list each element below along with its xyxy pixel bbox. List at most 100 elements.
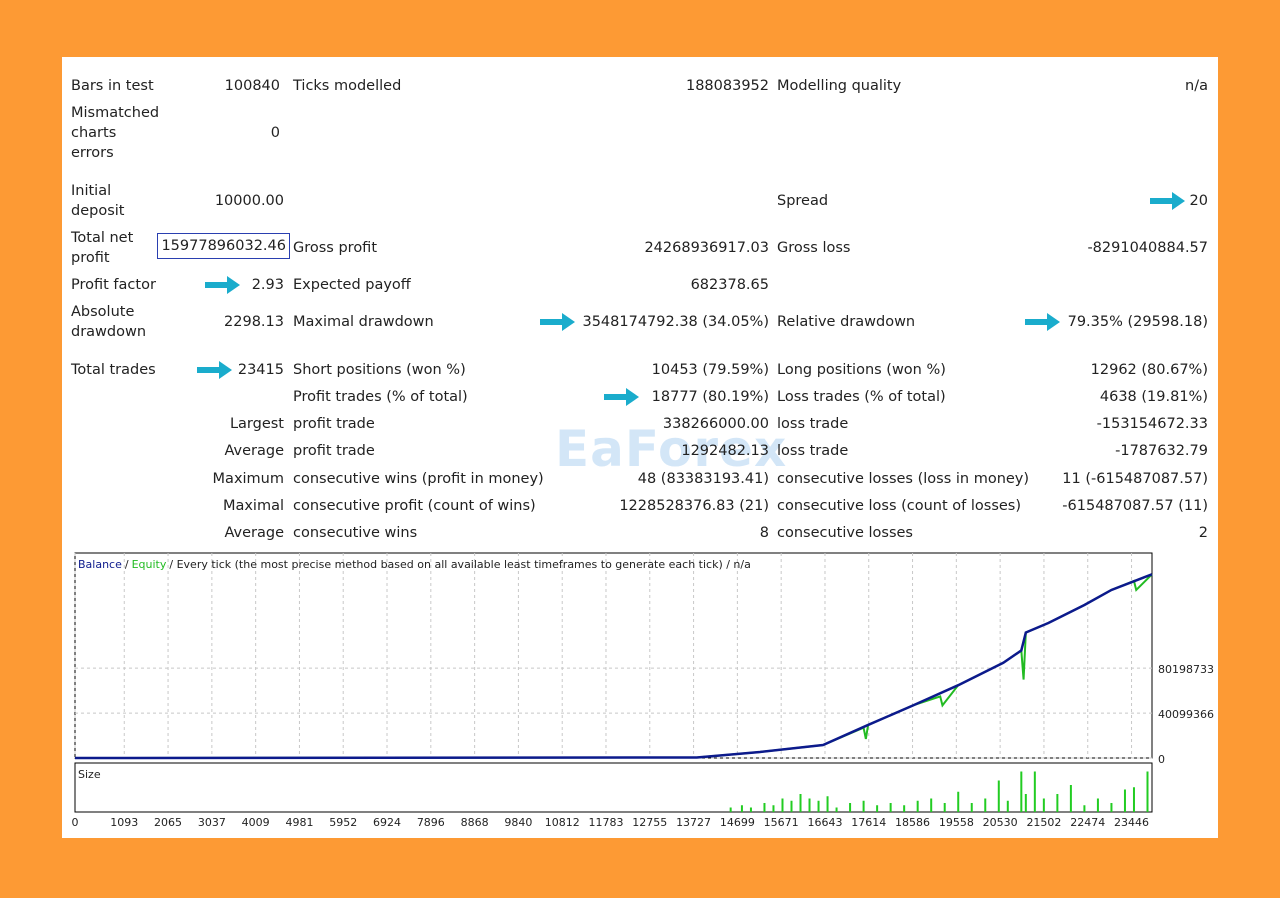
value: 10453 (79.59%) (651, 362, 769, 378)
value: 3548174792.38 (34.05%) (582, 314, 769, 330)
x-tick-label: 19558 (939, 816, 974, 829)
size-bar (826, 796, 829, 812)
x-tick-label: 17614 (851, 816, 886, 829)
value: 18777 (80.19%) (651, 389, 769, 405)
marks (74, 573, 1153, 812)
value: -8291040884.57 (1087, 240, 1208, 256)
size-bar (1042, 798, 1045, 812)
value: 2.93 (251, 277, 284, 293)
legend-text: / Every tick (the most precise method ba… (169, 558, 750, 571)
size-bar (799, 794, 802, 812)
x-tick-label: 21502 (1026, 816, 1061, 829)
value: 1228528376.83 (21) (619, 498, 769, 514)
size-bar (862, 800, 865, 812)
value: 12962 (80.67%) (1090, 362, 1208, 378)
x-tick-label: 20530 (983, 816, 1018, 829)
label: Gross profit (293, 240, 378, 256)
plot-frame (74, 552, 1153, 759)
size-bar (835, 807, 838, 812)
label: Mismatched charts errors (71, 105, 160, 161)
size-bar (740, 805, 743, 812)
value: 48 (83383193.41) (637, 471, 769, 487)
label: profit trade (293, 416, 375, 432)
size-bar (729, 807, 732, 812)
arrows (197, 192, 1185, 406)
value: 338266000.00 (662, 416, 769, 432)
value: 100840 (224, 78, 280, 94)
size-bar (772, 805, 775, 812)
arrow (540, 313, 575, 331)
size-bar (849, 803, 852, 812)
legend-balance: Balance (78, 558, 122, 571)
x-tick-label: 2065 (154, 816, 182, 829)
size-bar (930, 798, 933, 812)
label: consecutive wins (profit in money) (293, 471, 544, 487)
size-bar (943, 803, 946, 812)
x-tick-label: 1093 (110, 816, 138, 829)
size-bar (997, 780, 1000, 812)
size-bar (1006, 800, 1009, 812)
arrow (1025, 313, 1060, 331)
size-bar (1123, 789, 1126, 812)
label: Long positions (won %) (777, 362, 946, 378)
label: Maximum (212, 471, 284, 487)
value: 2 (1198, 525, 1208, 541)
size-bar (1110, 803, 1113, 812)
size-frame (74, 762, 1153, 813)
x-tick-label: 3037 (198, 816, 226, 829)
value: 23415 (237, 362, 284, 378)
line-1 (74, 573, 1153, 760)
value: 8 (759, 525, 769, 541)
label: Average (224, 443, 284, 459)
size-bar (749, 807, 752, 812)
value: 0 (270, 125, 280, 141)
value: 24268936917.03 (644, 240, 769, 256)
size-bar (808, 798, 811, 812)
label: Loss trades (% of total) (777, 389, 946, 405)
label: Profit factor (71, 277, 156, 293)
legend: Balance / Equity / Every tick (the most pre… (78, 558, 751, 571)
x-tick-label: 5952 (329, 816, 357, 829)
size-bar (1083, 805, 1086, 812)
label: Gross loss (777, 240, 851, 256)
value: 2298.13 (224, 314, 284, 330)
y-tick-label: 40099366 (1158, 708, 1214, 721)
value: 20 (1189, 193, 1208, 209)
label: Short positions (won %) (293, 362, 466, 378)
x-tick-label: 8868 (461, 816, 489, 829)
label: Absolute drawdown (71, 304, 147, 340)
x-tick-label: 11783 (588, 816, 623, 829)
value: 10000.00 (214, 193, 284, 209)
size-bar (889, 803, 892, 812)
legend-equity: Equity (132, 558, 167, 571)
x-tick-label: 13727 (676, 816, 711, 829)
value: 4638 (19.81%) (1099, 389, 1208, 405)
size-bar (790, 800, 793, 812)
label: Spread (777, 193, 829, 209)
size-bar (781, 798, 784, 812)
label: Ticks modelled (293, 78, 402, 94)
x-tick-label: 16643 (807, 816, 842, 829)
watermark: EaForex (555, 420, 788, 478)
label: Expected payoff (293, 277, 411, 293)
x-tick-label: 23446 (1114, 816, 1149, 829)
y-tick-label: 0 (1158, 753, 1165, 766)
legend-separator: / (125, 558, 129, 571)
label: consecutive profit (count of wins) (293, 498, 536, 514)
arrow (1150, 192, 1185, 210)
label: Largest (229, 416, 284, 432)
label: consecutive loss (count of losses) (777, 498, 1022, 514)
value: 682378.65 (690, 277, 769, 293)
value: 79.35% (29598.18) (1067, 314, 1208, 330)
label: Maximal drawdown (293, 314, 434, 330)
x-tick-label: 15671 (764, 816, 799, 829)
label: consecutive wins (293, 525, 418, 541)
size-bar (1132, 787, 1135, 812)
label: Modelling quality (777, 78, 902, 94)
size-bar (1069, 785, 1072, 812)
label: Initial deposit (71, 183, 125, 219)
label: loss trade (777, 443, 849, 459)
x-tick-label: 4009 (242, 816, 270, 829)
x-tick-label: 4981 (285, 816, 313, 829)
x-tick-label: 22474 (1070, 816, 1105, 829)
